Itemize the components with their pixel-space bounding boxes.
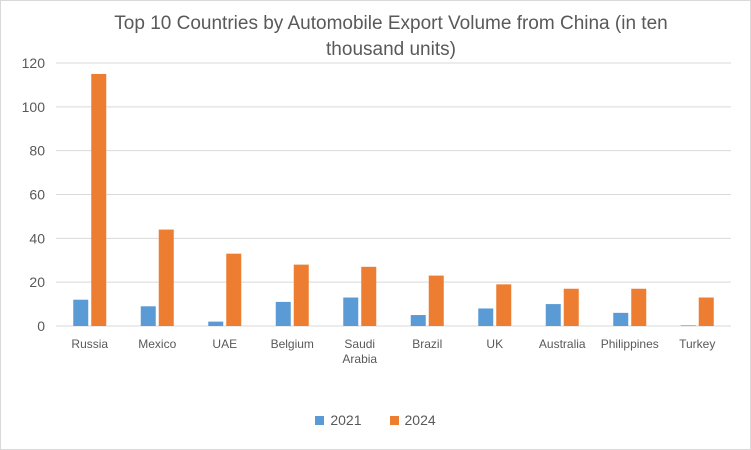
bar-2024-brazil <box>428 275 444 326</box>
x-tick-label-uk: UK <box>486 337 503 351</box>
bar-2024-uk <box>496 284 512 326</box>
x-tick-label-turkey: Turkey <box>679 337 715 351</box>
bar-2021-mexico <box>140 306 156 326</box>
bar-2021-uk <box>478 308 494 326</box>
y-tick-label-20: 20 <box>29 274 45 290</box>
bar-2021-philippines <box>613 312 629 326</box>
bar-2021-brazil <box>410 315 426 326</box>
x-tick-label-mexico: Mexico <box>138 337 176 351</box>
legend-label-2021: 2021 <box>330 412 362 428</box>
bar-2021-saudi-arabia <box>343 297 359 326</box>
x-tick-label-saudi-arabia: Saudi Arabia <box>342 337 377 366</box>
y-tick-label-80: 80 <box>29 143 45 159</box>
bar-2021-russia <box>73 299 89 326</box>
bar-2021-australia <box>545 304 561 326</box>
x-tick-label-australia: Australia <box>539 337 586 351</box>
bar-2024-belgium <box>293 264 309 326</box>
bar-2021-turkey <box>680 325 696 326</box>
bar-2024-philippines <box>631 288 647 326</box>
bar-2021-belgium <box>275 301 291 326</box>
y-tick-label-40: 40 <box>29 230 45 246</box>
legend-item-2024: 2024 <box>389 412 436 428</box>
x-tick-label-brazil: Brazil <box>412 337 442 351</box>
legend-item-2021: 2021 <box>315 412 362 428</box>
y-tick-label-120: 120 <box>22 55 46 71</box>
bar-2024-saudi-arabia <box>361 266 377 326</box>
chart-title: Top 10 Countries by Automobile Export Vo… <box>114 13 668 60</box>
bar-2024-australia <box>563 288 579 326</box>
x-tick-label-russia: Russia <box>71 337 108 351</box>
bar-2024-mexico <box>158 229 174 326</box>
x-tick-label-philippines: Philippines <box>601 337 659 351</box>
legend-swatch-2024 <box>389 415 399 425</box>
y-tick-label-60: 60 <box>29 187 45 203</box>
x-tick-label-belgium: Belgium <box>271 337 314 351</box>
chart-legend: 2021 2024 <box>1 412 750 428</box>
y-tick-label-0: 0 <box>37 318 45 334</box>
bar-2024-russia <box>91 73 107 326</box>
x-tick-label-uae: UAE <box>212 337 237 351</box>
bar-2024-turkey <box>698 297 714 326</box>
bar-2024-uae <box>226 253 242 326</box>
legend-swatch-2021 <box>315 415 325 425</box>
y-tick-label-100: 100 <box>22 99 46 115</box>
bar-2021-uae <box>208 321 224 326</box>
legend-label-2024: 2024 <box>404 412 436 428</box>
